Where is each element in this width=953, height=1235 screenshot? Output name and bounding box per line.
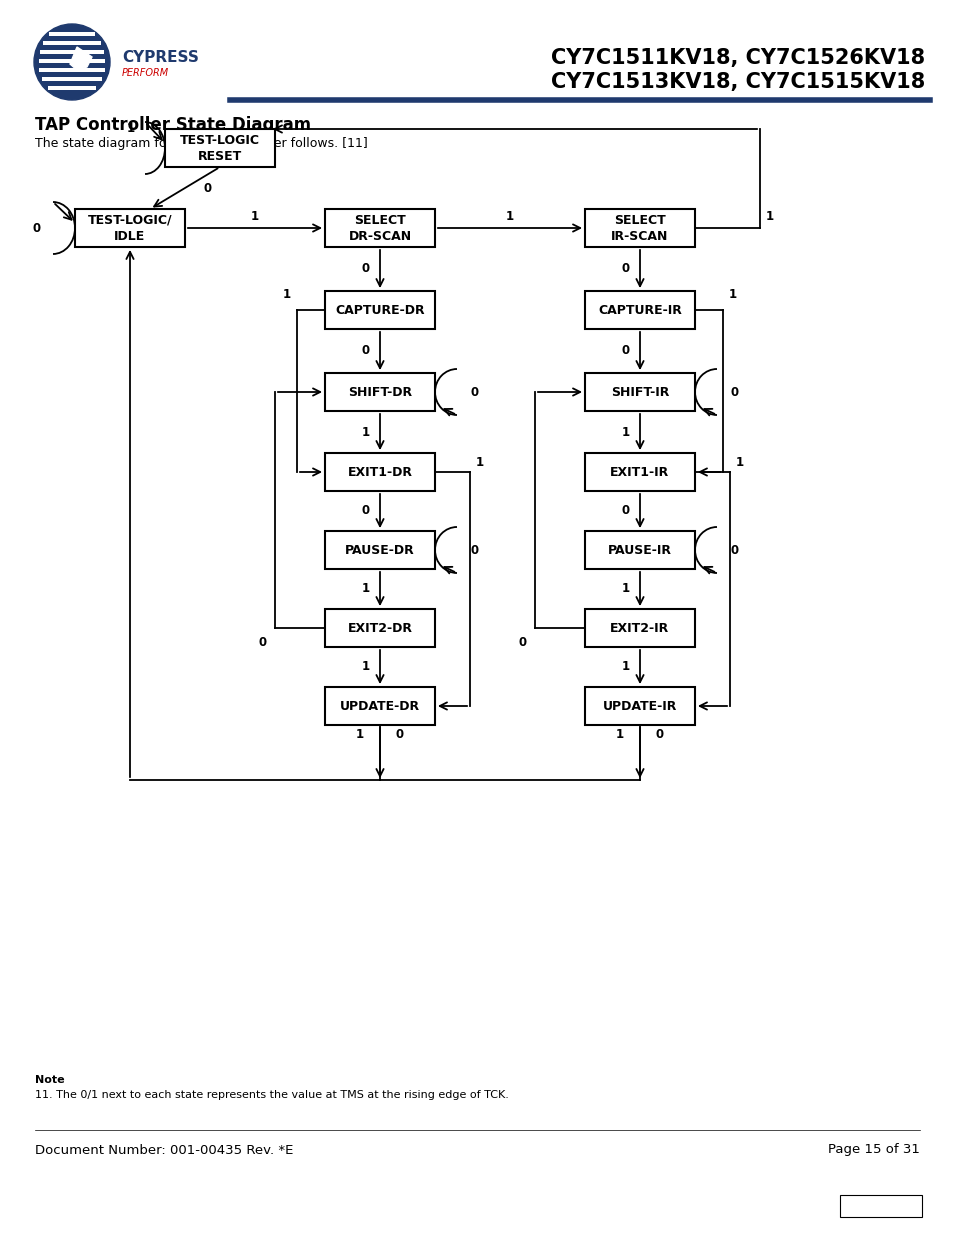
FancyBboxPatch shape (75, 209, 185, 247)
FancyBboxPatch shape (39, 68, 105, 72)
Text: CY7C1511KV18, CY7C1526KV18: CY7C1511KV18, CY7C1526KV18 (550, 48, 924, 68)
FancyBboxPatch shape (325, 291, 435, 329)
Text: 0: 0 (471, 543, 478, 557)
Text: 0: 0 (361, 263, 370, 275)
Text: TEST-LOGIC/
IDLE: TEST-LOGIC/ IDLE (88, 214, 172, 242)
Text: 0: 0 (621, 263, 629, 275)
Text: 1: 1 (765, 210, 773, 222)
Text: 1: 1 (251, 210, 259, 222)
Text: UPDATE-IR: UPDATE-IR (602, 699, 677, 713)
Text: 1: 1 (355, 729, 364, 741)
Text: 0: 0 (621, 505, 629, 517)
Text: 1: 1 (361, 583, 370, 595)
Text: 0: 0 (621, 345, 629, 357)
Text: SHIFT-IR: SHIFT-IR (610, 385, 668, 399)
Text: 11. The 0/1 next to each state represents the value at TMS at the rising edge of: 11. The 0/1 next to each state represent… (35, 1091, 508, 1100)
Circle shape (34, 23, 110, 100)
Text: EXIT2-DR: EXIT2-DR (347, 621, 412, 635)
Text: CAPTURE-IR: CAPTURE-IR (598, 304, 681, 316)
FancyBboxPatch shape (325, 687, 435, 725)
Text: 0: 0 (730, 543, 739, 557)
Text: SELECT
IR-SCAN: SELECT IR-SCAN (611, 214, 668, 242)
Text: 0: 0 (258, 636, 267, 648)
FancyBboxPatch shape (325, 531, 435, 569)
Text: PERFORM: PERFORM (122, 68, 169, 78)
FancyBboxPatch shape (584, 453, 695, 492)
Text: 0: 0 (656, 729, 663, 741)
Text: 0: 0 (361, 345, 370, 357)
FancyBboxPatch shape (40, 49, 104, 53)
FancyBboxPatch shape (584, 209, 695, 247)
Polygon shape (70, 47, 91, 70)
Text: The state diagram for the TAP controller follows. [11]: The state diagram for the TAP controller… (35, 137, 367, 149)
FancyBboxPatch shape (50, 32, 94, 36)
FancyBboxPatch shape (325, 609, 435, 647)
FancyBboxPatch shape (325, 373, 435, 411)
Text: TEST-LOGIC
RESET: TEST-LOGIC RESET (180, 133, 260, 163)
Text: 1: 1 (621, 426, 629, 438)
Text: CYPRESS: CYPRESS (122, 49, 198, 64)
Text: 1: 1 (616, 729, 623, 741)
Text: Document Number: 001-00435 Rev. *E: Document Number: 001-00435 Rev. *E (35, 1144, 294, 1156)
Text: 0: 0 (361, 505, 370, 517)
Text: 0: 0 (471, 385, 478, 399)
Text: SELECT
DR-SCAN: SELECT DR-SCAN (348, 214, 411, 242)
Text: 1: 1 (505, 210, 514, 222)
Text: 1: 1 (735, 456, 743, 468)
FancyBboxPatch shape (584, 609, 695, 647)
Text: 1: 1 (361, 426, 370, 438)
Text: EXIT2-IR: EXIT2-IR (610, 621, 669, 635)
FancyBboxPatch shape (840, 1195, 921, 1216)
Text: 0: 0 (395, 729, 404, 741)
FancyBboxPatch shape (584, 687, 695, 725)
Text: CAPTURE-DR: CAPTURE-DR (335, 304, 424, 316)
FancyBboxPatch shape (42, 77, 102, 80)
FancyBboxPatch shape (584, 373, 695, 411)
FancyBboxPatch shape (43, 41, 101, 44)
Text: PAUSE-DR: PAUSE-DR (345, 543, 415, 557)
Text: Page 15 of 31: Page 15 of 31 (827, 1144, 919, 1156)
FancyBboxPatch shape (48, 85, 96, 89)
Text: 1: 1 (728, 289, 737, 301)
Text: 1: 1 (621, 661, 629, 673)
Text: 0: 0 (518, 636, 526, 648)
Text: TAP Controller State Diagram: TAP Controller State Diagram (35, 116, 311, 135)
Text: 0: 0 (730, 385, 739, 399)
Text: 1: 1 (621, 583, 629, 595)
Text: UPDATE-DR: UPDATE-DR (339, 699, 419, 713)
Text: CY7C1513KV18, CY7C1515KV18: CY7C1513KV18, CY7C1515KV18 (550, 72, 924, 91)
Text: 1: 1 (127, 121, 135, 135)
FancyBboxPatch shape (325, 453, 435, 492)
FancyBboxPatch shape (38, 58, 106, 63)
Text: 1: 1 (361, 661, 370, 673)
Text: EXIT1-IR: EXIT1-IR (610, 466, 669, 478)
Text: 1: 1 (283, 289, 291, 301)
Text: 1: 1 (476, 456, 483, 468)
FancyBboxPatch shape (584, 531, 695, 569)
Text: 0: 0 (33, 221, 41, 235)
Text: SHIFT-DR: SHIFT-DR (348, 385, 412, 399)
Text: PAUSE-IR: PAUSE-IR (607, 543, 671, 557)
Text: EXIT1-DR: EXIT1-DR (347, 466, 412, 478)
FancyBboxPatch shape (584, 291, 695, 329)
Text: Note: Note (35, 1074, 65, 1086)
FancyBboxPatch shape (325, 209, 435, 247)
FancyBboxPatch shape (165, 128, 274, 167)
Text: 0: 0 (204, 182, 212, 194)
